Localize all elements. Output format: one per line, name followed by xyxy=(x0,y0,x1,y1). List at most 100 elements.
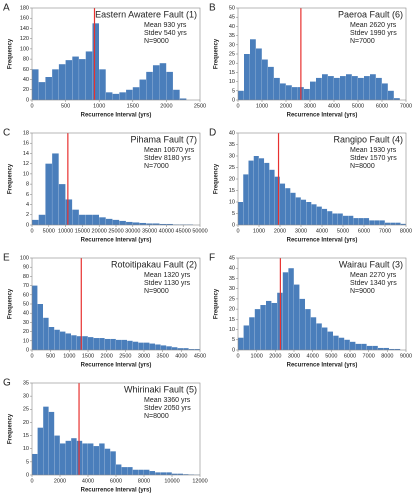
bar xyxy=(76,336,83,350)
bar xyxy=(172,473,178,475)
bar xyxy=(390,222,396,225)
y-tick-label: 20 xyxy=(23,329,29,335)
x-tick-label: 0 xyxy=(236,103,239,109)
bar xyxy=(52,153,59,225)
y-tick-label: 70 xyxy=(23,283,29,289)
plot-frame xyxy=(31,257,201,351)
y-tick-label: 100 xyxy=(20,255,29,261)
bar xyxy=(340,76,346,100)
bar xyxy=(92,214,99,225)
bar xyxy=(58,184,66,225)
x-tick-label: 4500 xyxy=(194,353,206,359)
y-tick-label: 25 xyxy=(229,296,235,302)
annotation: Stdev 2050 yrs xyxy=(144,405,191,412)
bar xyxy=(280,83,286,100)
y-tick-label: 45 xyxy=(229,15,235,21)
y-tick-label: 10 xyxy=(23,446,29,452)
bar xyxy=(126,89,133,100)
bar xyxy=(299,298,305,350)
x-tick-label: 0 xyxy=(30,228,33,234)
y-tick-label: 30 xyxy=(229,42,235,48)
y-tick-label: 0 xyxy=(232,347,235,353)
bar xyxy=(105,92,113,100)
x-tick-label: 4000 xyxy=(328,103,340,109)
bar xyxy=(301,199,307,225)
bar xyxy=(238,202,244,225)
x-tick-label: 3000 xyxy=(138,353,150,359)
y-tick-label: 20 xyxy=(229,307,235,313)
y-tick-label: 30 xyxy=(23,394,29,400)
bar xyxy=(127,467,133,475)
x-tick-label: 20000 xyxy=(92,228,107,234)
bar xyxy=(374,220,380,225)
x-tick-label: 500 xyxy=(46,353,55,359)
y-tick-label: 30 xyxy=(23,320,29,326)
bar xyxy=(306,202,312,225)
y-tick-label: 5 xyxy=(232,337,235,343)
bar xyxy=(105,218,113,225)
bar xyxy=(45,77,52,100)
y-tick-label: 0 xyxy=(26,347,29,353)
bar xyxy=(152,223,160,225)
y-tick-label: 5 xyxy=(232,211,235,217)
bar xyxy=(65,199,73,225)
y-tick-label: 10 xyxy=(229,79,235,85)
y-tick-label: 25 xyxy=(229,165,235,171)
x-tick-label: 10000 xyxy=(164,478,179,484)
panel-label: F xyxy=(209,253,215,264)
bar xyxy=(327,211,333,225)
x-tick-label: 1000 xyxy=(251,353,263,359)
x-tick-label: 7000 xyxy=(400,103,412,109)
annotation: Mean 10670 yrs xyxy=(144,147,195,154)
bar xyxy=(311,204,317,225)
y-tick-label: 15 xyxy=(229,317,235,323)
bar xyxy=(110,338,116,350)
x-tick-label: 5000 xyxy=(337,228,349,234)
y-tick-label: 30 xyxy=(229,153,235,159)
bar xyxy=(254,309,261,350)
y-tick-label: 45 xyxy=(229,255,235,261)
bar xyxy=(116,339,122,350)
bar xyxy=(144,469,150,475)
annotation: N=8000 xyxy=(350,163,375,170)
y-axis-label: Frequency xyxy=(8,288,14,319)
y-tick-label: 0 xyxy=(232,97,235,103)
bar xyxy=(99,217,106,225)
bar xyxy=(132,469,139,475)
y-tick-label: 16 xyxy=(23,141,29,147)
y-axis-label: Frequency xyxy=(214,288,220,319)
bar xyxy=(292,87,298,100)
bar xyxy=(99,338,105,350)
bar xyxy=(343,215,349,225)
bar xyxy=(188,349,195,350)
bar xyxy=(110,451,116,475)
bar xyxy=(65,60,73,100)
bar xyxy=(139,79,147,100)
bar xyxy=(350,341,356,350)
y-tick-label: 40 xyxy=(229,266,235,272)
y-tick-label: 10 xyxy=(229,199,235,205)
plot-frame xyxy=(237,257,407,351)
bar xyxy=(327,331,333,350)
x-tick-label: 500 xyxy=(61,103,70,109)
x-axis-label: Recurrence Interval (yrs) xyxy=(287,238,358,244)
y-tick-label: 18 xyxy=(23,130,29,136)
bar xyxy=(285,188,291,225)
bar xyxy=(38,82,46,100)
bar xyxy=(316,323,322,350)
bar xyxy=(244,54,250,100)
annotation: N=9000 xyxy=(350,288,375,295)
bar xyxy=(60,331,66,350)
x-tick-label: 0 xyxy=(236,353,239,359)
bar xyxy=(322,74,328,100)
bar xyxy=(43,406,49,475)
y-tick-label: 35 xyxy=(229,276,235,282)
bar xyxy=(382,83,388,100)
bar xyxy=(159,63,167,100)
bar xyxy=(166,346,172,350)
plot-frame xyxy=(31,7,201,101)
bar xyxy=(177,348,183,350)
bar xyxy=(344,339,350,350)
y-tick-label: 50 xyxy=(229,5,235,11)
x-tick-label: 7000 xyxy=(379,228,391,234)
